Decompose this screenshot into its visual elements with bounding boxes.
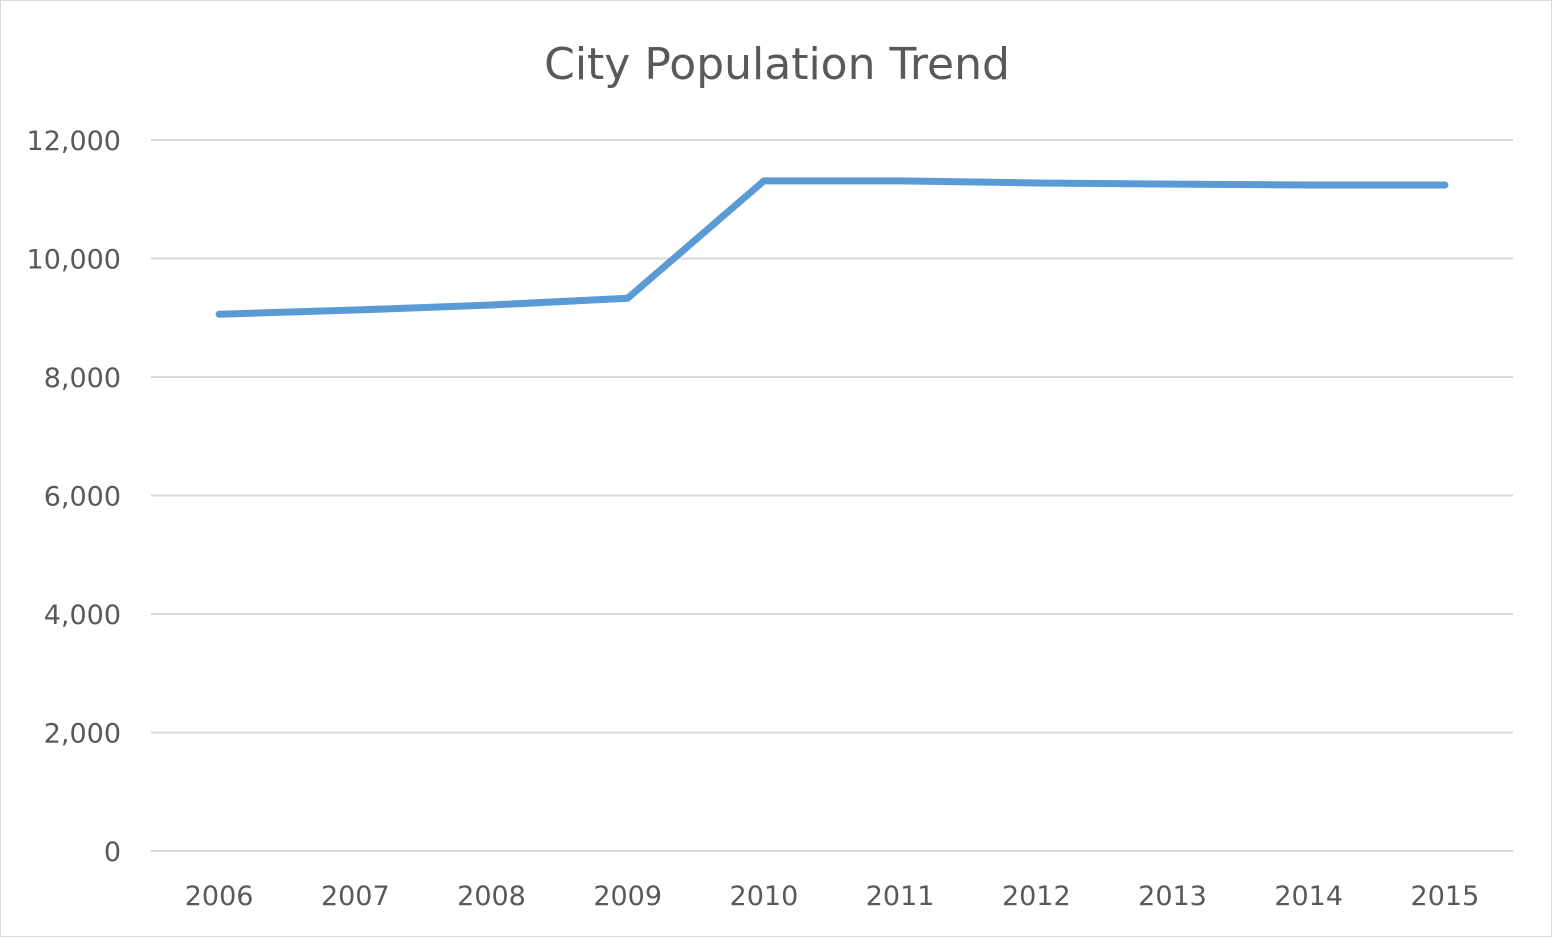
x-tick-label: 2007 — [321, 881, 390, 912]
x-tick-label: 2006 — [185, 881, 254, 912]
y-tick-label: 4,000 — [44, 600, 121, 631]
x-tick-label: 2009 — [593, 881, 662, 912]
y-tick-label: 2,000 — [44, 719, 121, 750]
y-tick-label: 12,000 — [27, 126, 121, 157]
x-tick-label: 2014 — [1274, 881, 1343, 912]
series-line — [219, 181, 1445, 314]
y-tick-label: 8,000 — [44, 363, 121, 394]
y-tick-label: 0 — [104, 837, 121, 868]
x-tick-label: 2010 — [730, 881, 799, 912]
chart-title: City Population Trend — [544, 39, 1010, 90]
x-tick-label: 2008 — [457, 881, 526, 912]
x-tick-label: 2012 — [1002, 881, 1071, 912]
x-tick-label: 2013 — [1138, 881, 1207, 912]
y-tick-label: 10,000 — [27, 245, 121, 276]
x-tick-label: 2015 — [1411, 881, 1480, 912]
x-tick-label: 2011 — [866, 881, 935, 912]
y-tick-label: 6,000 — [44, 482, 121, 513]
